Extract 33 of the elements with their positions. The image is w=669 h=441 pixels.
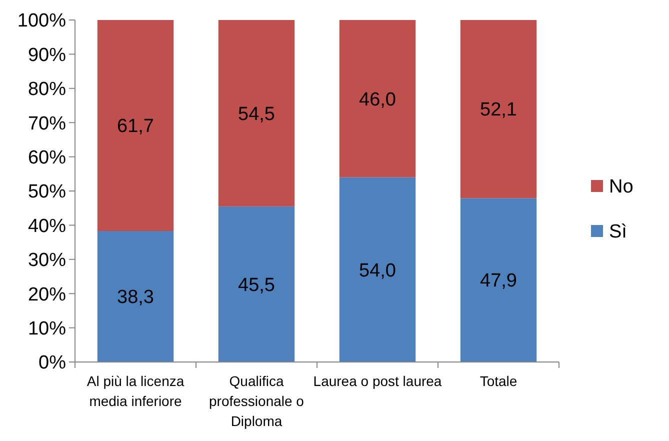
y-tick-label: 0% <box>38 352 66 374</box>
y-tick-label: 80% <box>28 79 66 100</box>
data-label: 47,9 <box>480 270 517 292</box>
x-tick-label: Qualifica professionale o Diploma <box>209 373 304 429</box>
data-label: 61,7 <box>117 116 154 138</box>
data-label: 38,3 <box>117 287 154 308</box>
bar <box>460 198 537 362</box>
data-label: 46,0 <box>359 89 396 110</box>
data-label: 54,5 <box>238 104 275 125</box>
x-tick-label: Laurea o post laurea <box>313 373 442 389</box>
x-tick-label: Al più la licenza media inferiore <box>86 373 184 409</box>
data-label: 45,5 <box>238 274 275 296</box>
y-tick-label: 30% <box>28 250 66 272</box>
bar <box>339 20 416 178</box>
x-tick-label: Totale <box>480 373 518 389</box>
y-tick-label: 100% <box>17 10 66 32</box>
y-tick-label: 50% <box>28 182 66 203</box>
y-tick-label: 90% <box>28 44 66 66</box>
data-label: 54,0 <box>359 260 396 282</box>
legend-label: No <box>609 176 634 198</box>
bar <box>460 20 537 198</box>
y-tick-label: 10% <box>28 318 66 340</box>
bar <box>218 20 295 206</box>
bar <box>97 231 174 362</box>
y-tick-label: 20% <box>28 284 66 306</box>
data-label: 52,1 <box>480 100 517 121</box>
legend-label: Sì <box>609 222 627 243</box>
bar <box>339 177 416 362</box>
y-tick-label: 70% <box>28 113 66 134</box>
bar <box>97 20 174 232</box>
bar <box>218 206 295 362</box>
y-tick-label: 40% <box>28 216 66 237</box>
y-tick-label: 60% <box>28 147 66 168</box>
